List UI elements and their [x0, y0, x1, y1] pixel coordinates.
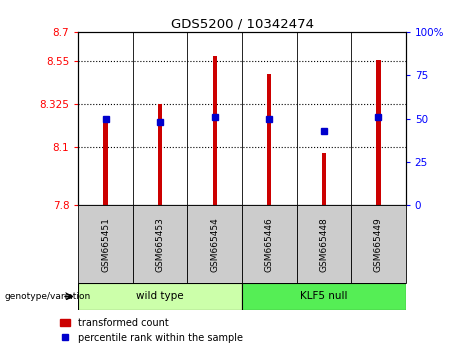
Bar [133, 205, 188, 283]
Bar [242, 205, 296, 283]
Text: GSM665453: GSM665453 [156, 217, 165, 272]
Bar [158, 104, 162, 205]
Bar [267, 74, 272, 205]
Text: KLF5 null: KLF5 null [300, 291, 348, 302]
Text: genotype/variation: genotype/variation [5, 292, 91, 301]
Bar [242, 283, 406, 310]
Bar [322, 153, 326, 205]
Text: GSM665451: GSM665451 [101, 217, 110, 272]
Title: GDS5200 / 10342474: GDS5200 / 10342474 [171, 18, 313, 31]
Bar [188, 205, 242, 283]
Text: GSM665448: GSM665448 [319, 217, 328, 272]
Bar [376, 60, 381, 205]
Bar [351, 205, 406, 283]
Legend: transformed count, percentile rank within the sample: transformed count, percentile rank withi… [60, 318, 242, 343]
Text: GSM665449: GSM665449 [374, 217, 383, 272]
Text: GSM665454: GSM665454 [210, 217, 219, 272]
Bar [296, 205, 351, 283]
Bar [213, 56, 217, 205]
Bar [103, 119, 108, 205]
Text: GSM665446: GSM665446 [265, 217, 274, 272]
Bar [78, 205, 133, 283]
Text: wild type: wild type [136, 291, 184, 302]
Bar [78, 283, 242, 310]
